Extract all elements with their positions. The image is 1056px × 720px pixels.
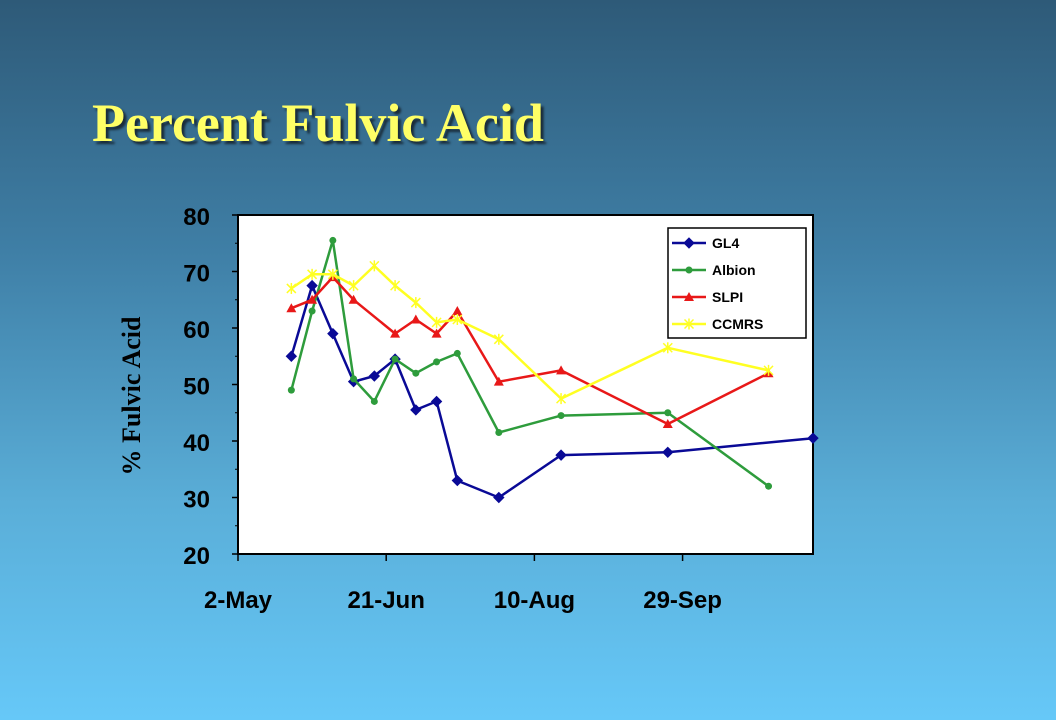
data-point-ccmrs — [286, 282, 297, 294]
y-tick-label: 80 — [183, 204, 210, 231]
data-point-gl4 — [555, 449, 567, 461]
data-point-ccmrs — [348, 280, 359, 292]
data-point-gl4 — [807, 432, 819, 444]
data-point-slpi — [556, 365, 567, 375]
data-point-albion — [453, 349, 461, 357]
x-tick-label: 29-Sep — [643, 587, 722, 614]
data-point-slpi — [452, 306, 463, 316]
data-point-ccmrs — [431, 316, 442, 328]
data-point-slpi — [410, 314, 421, 324]
y-tick-label: 20 — [183, 543, 210, 570]
data-point-ccmrs — [390, 280, 401, 292]
axes: 20 30 40 50 60 70 80 2-May 21-Jun 10-Aug 29-Sep — [183, 204, 722, 614]
data-point-ccmrs — [410, 297, 421, 309]
legend: GL4 Albion SLPI CCMRS — [667, 227, 807, 339]
data-point-albion — [287, 386, 295, 394]
legend-marker-gl4 — [683, 237, 695, 249]
data-point-ccmrs — [662, 342, 673, 354]
data-point-gl4 — [430, 395, 443, 408]
series-albion — [287, 236, 773, 490]
data-point-albion — [433, 358, 441, 366]
legend-label-gl4: GL4 — [712, 235, 739, 251]
data-point-albion — [350, 375, 358, 383]
slide-title: Percent Fulvic Acid — [92, 93, 544, 153]
data-point-slpi — [390, 328, 401, 338]
data-point-albion — [557, 412, 565, 420]
data-point-albion — [412, 369, 420, 377]
series-slpi — [286, 272, 774, 429]
data-point-ccmrs — [763, 364, 774, 376]
data-point-gl4 — [451, 474, 464, 487]
data-point-ccmrs — [556, 393, 567, 405]
y-tick-label: 30 — [183, 487, 210, 514]
y-tick-label: 60 — [183, 317, 210, 344]
data-point-gl4 — [368, 370, 381, 382]
data-point-albion — [495, 429, 503, 437]
legend-marker-slpi — [684, 292, 694, 301]
data-point-gl4 — [662, 446, 674, 459]
data-point-albion — [329, 236, 337, 244]
data-point-ccmrs — [327, 268, 338, 280]
data-point-albion — [664, 409, 672, 417]
y-tick-label: 40 — [183, 430, 210, 457]
data-point-gl4 — [327, 327, 339, 340]
x-tick-label: 21-Jun — [348, 587, 425, 614]
data-point-slpi — [493, 376, 504, 386]
y-axis-label: % Fulvic Acid — [117, 316, 146, 475]
data-point-gl4 — [285, 350, 298, 362]
data-point-gl4 — [493, 491, 505, 504]
data-point-ccmrs — [452, 314, 463, 326]
data-point-slpi — [348, 294, 359, 304]
series-gl4 — [285, 279, 819, 504]
data-point-albion — [391, 355, 399, 363]
data-point-slpi — [307, 294, 318, 304]
data-point-albion — [308, 307, 316, 315]
data-point-ccmrs — [369, 260, 380, 272]
data-point-ccmrs — [307, 268, 318, 280]
legend-label-albion: Albion — [712, 262, 756, 278]
series-lines — [285, 236, 819, 504]
data-point-slpi — [286, 303, 297, 313]
series-ccmrs — [286, 260, 774, 405]
data-point-albion — [765, 482, 773, 490]
legend-marker-albion — [685, 266, 693, 274]
data-point-gl4 — [410, 404, 422, 416]
data-point-albion — [370, 397, 378, 405]
x-tick-label: 10-Aug — [494, 587, 575, 614]
y-tick-label: 70 — [183, 261, 210, 288]
data-point-gl4 — [306, 279, 318, 292]
data-point-slpi — [431, 328, 442, 338]
data-point-ccmrs — [493, 333, 504, 345]
data-point-slpi — [662, 419, 673, 429]
legend-marker-ccmrs — [683, 318, 695, 330]
legend-label-slpi: SLPI — [712, 289, 743, 305]
legend-label-ccmrs: CCMRS — [712, 316, 763, 332]
x-tick-label: 2-May — [204, 587, 273, 614]
y-tick-label: 50 — [183, 374, 210, 401]
